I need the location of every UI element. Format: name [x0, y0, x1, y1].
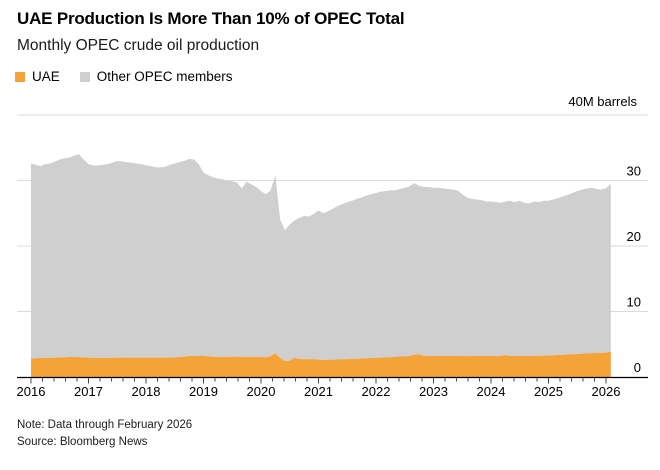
chart-subtitle: Monthly OPEC crude oil production	[17, 37, 260, 54]
x-tick-label-2018: 2018	[132, 384, 161, 399]
y-tick-label-30: 30	[627, 164, 641, 179]
x-tick-label-2019: 2019	[189, 384, 218, 399]
x-tick-label-2017: 2017	[74, 384, 103, 399]
x-tick-label-2021: 2021	[304, 384, 333, 399]
chart-title: UAE Production Is More Than 10% of OPEC …	[17, 9, 405, 28]
legend-label-uae: UAE	[32, 69, 60, 84]
x-tick-label-2024: 2024	[477, 384, 506, 399]
x-tick-label-2026: 2026	[592, 384, 621, 399]
y-axis-unit-label: 40M barrels	[568, 94, 637, 109]
x-tick-label-2016: 2016	[17, 384, 46, 399]
y-tick-label-20: 20	[627, 229, 641, 244]
x-tick-label-2022: 2022	[362, 384, 391, 399]
y-tick-label-0: 0	[634, 360, 641, 375]
uae-swatch-icon	[15, 71, 25, 82]
area-uae	[31, 351, 611, 377]
x-tick-label-2020: 2020	[247, 384, 276, 399]
other-opec-swatch-icon	[79, 71, 90, 82]
area-other-opec	[31, 154, 611, 361]
source-line: Source: Bloomberg News	[17, 436, 148, 448]
x-tick-label-2023: 2023	[419, 384, 448, 399]
x-tick-label-2025: 2025	[534, 384, 563, 399]
legend-item-other-opec: Other OPEC members	[79, 69, 233, 84]
y-tick-label-10: 10	[627, 295, 641, 310]
legend: UAE Other OPEC members	[15, 69, 233, 84]
footnote: Note: Data through February 2026	[17, 419, 193, 431]
legend-item-uae: UAE	[15, 69, 60, 84]
legend-label-other-opec: Other OPEC members	[96, 69, 233, 84]
